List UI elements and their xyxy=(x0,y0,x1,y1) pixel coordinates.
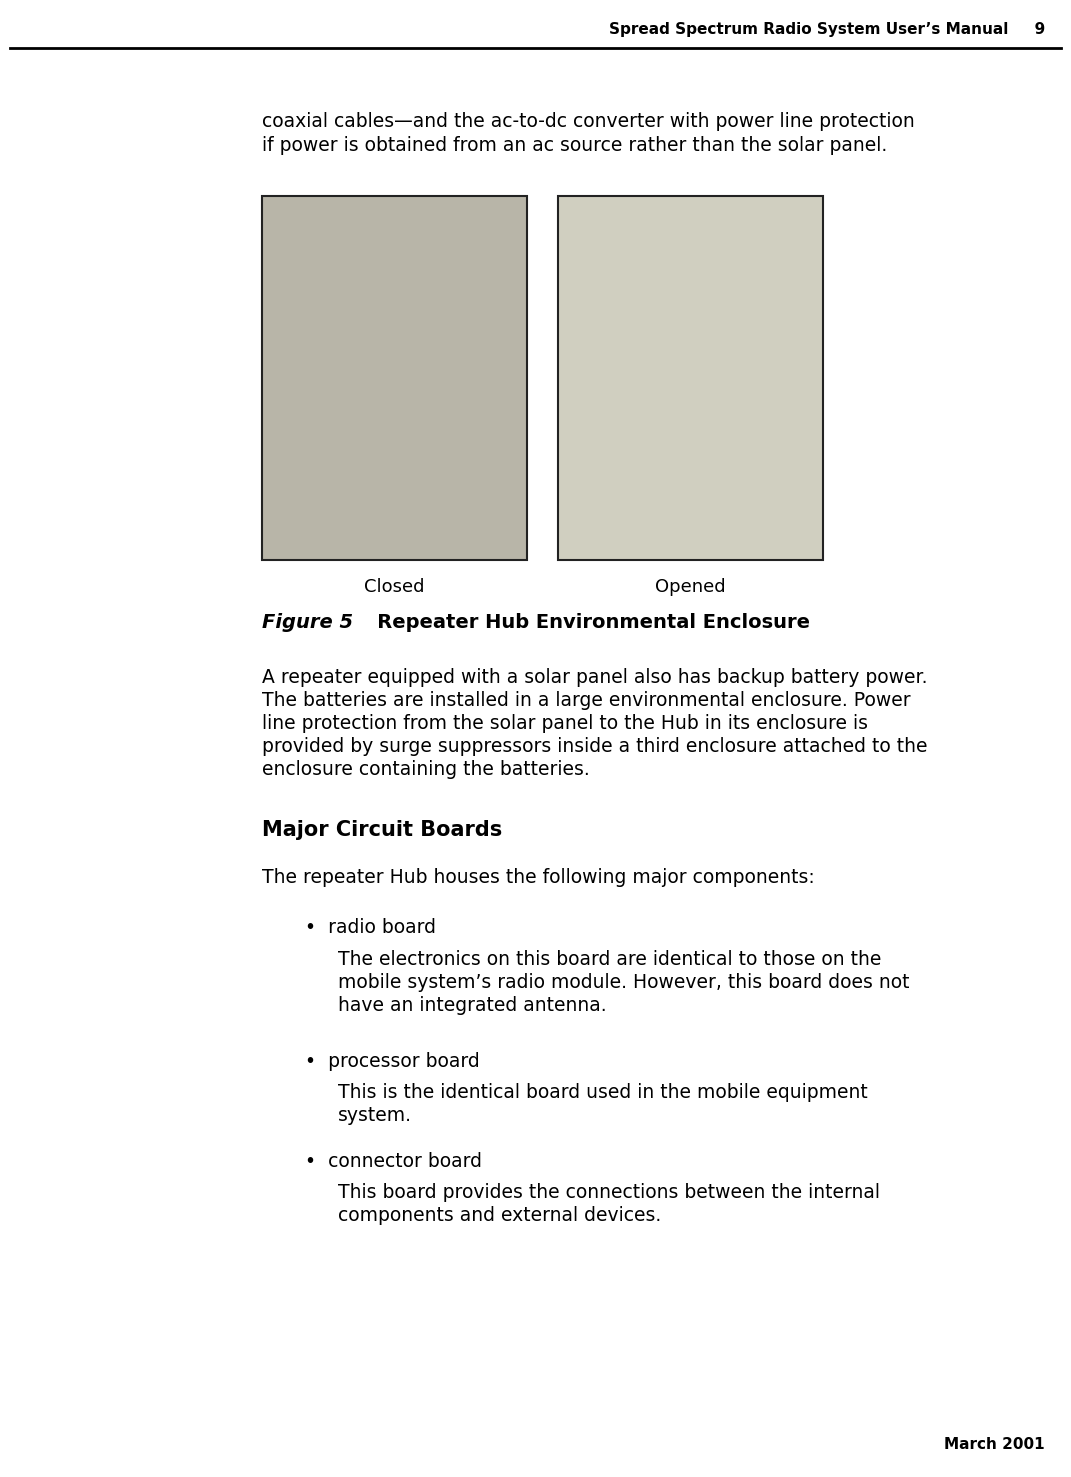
Text: coaxial cables—and the ac-to-dc converter with power line protection: coaxial cables—and the ac-to-dc converte… xyxy=(262,112,915,131)
Text: Closed: Closed xyxy=(364,578,425,597)
Text: This is the identical board used in the mobile equipment: This is the identical board used in the … xyxy=(338,1083,868,1102)
Text: March 2001: March 2001 xyxy=(945,1437,1045,1452)
Text: mobile system’s radio module. However, this board does not: mobile system’s radio module. However, t… xyxy=(338,973,909,993)
Text: Major Circuit Boards: Major Circuit Boards xyxy=(262,820,502,840)
Text: A repeater equipped with a solar panel also has backup battery power.: A repeater equipped with a solar panel a… xyxy=(262,668,927,687)
Text: components and external devices.: components and external devices. xyxy=(338,1207,661,1224)
Bar xyxy=(262,196,527,560)
Text: The repeater Hub houses the following major components:: The repeater Hub houses the following ma… xyxy=(262,868,815,888)
Text: Figure 5: Figure 5 xyxy=(262,613,353,632)
Text: if power is obtained from an ac source rather than the solar panel.: if power is obtained from an ac source r… xyxy=(262,136,887,155)
Bar xyxy=(558,196,823,560)
Text: This board provides the connections between the internal: This board provides the connections betw… xyxy=(338,1183,880,1202)
Text: system.: system. xyxy=(338,1106,412,1125)
Text: •  radio board: • radio board xyxy=(305,919,436,936)
Text: •  connector board: • connector board xyxy=(305,1152,482,1171)
Text: line protection from the solar panel to the Hub in its enclosure is: line protection from the solar panel to … xyxy=(262,713,868,733)
Text: Opened: Opened xyxy=(655,578,726,597)
Text: Repeater Hub Environmental Enclosure: Repeater Hub Environmental Enclosure xyxy=(357,613,810,632)
Text: have an integrated antenna.: have an integrated antenna. xyxy=(338,995,606,1015)
Text: •  processor board: • processor board xyxy=(305,1052,480,1071)
Text: Spread Spectrum Radio System User’s Manual     9: Spread Spectrum Radio System User’s Manu… xyxy=(608,22,1045,37)
Text: The electronics on this board are identical to those on the: The electronics on this board are identi… xyxy=(338,950,881,969)
Text: provided by surge suppressors inside a third enclosure attached to the: provided by surge suppressors inside a t… xyxy=(262,737,927,756)
Text: The batteries are installed in a large environmental enclosure. Power: The batteries are installed in a large e… xyxy=(262,691,910,710)
Text: enclosure containing the batteries.: enclosure containing the batteries. xyxy=(262,761,590,778)
